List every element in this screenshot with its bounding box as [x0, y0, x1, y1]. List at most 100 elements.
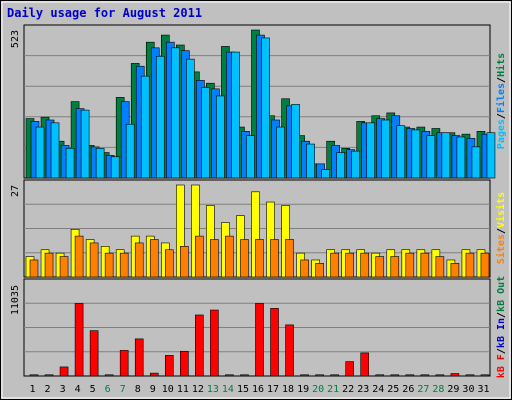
bar-kb-f [59, 366, 69, 377]
chart-title: Daily usage for August 2011 [7, 6, 202, 20]
bar-sites [240, 239, 249, 278]
bar-pages [411, 129, 421, 179]
legend-entry: kB In [496, 318, 507, 348]
bar-kb-f [315, 374, 324, 377]
x-tick-label: 13 [207, 384, 219, 395]
bar-pages [456, 136, 466, 179]
x-tick-label: 17 [267, 384, 279, 395]
legend-entry: / [496, 228, 507, 234]
bar-sites [225, 235, 234, 278]
bar-kb-f [164, 355, 174, 377]
x-tick-label: 6 [105, 384, 111, 395]
x-tick-label: 7 [120, 384, 126, 395]
bar-kb-f [270, 308, 279, 377]
bar-pages [110, 156, 120, 179]
bar-kb-f [390, 374, 400, 377]
bar-pages [396, 125, 406, 179]
x-axis-labels: 1 2 3 4 5 6 7 8 9 10 11 12 13 14 15 16 17 18 19 20 21 22 23 24 2… [30, 384, 490, 395]
bar-sites [119, 252, 129, 278]
x-tick-label: 21 [327, 384, 339, 395]
bar-pages [95, 147, 105, 179]
legend-entry: kB Out [496, 276, 507, 312]
x-tick-label: 29 [447, 384, 459, 395]
x-tick-label: 10 [162, 384, 174, 395]
bar-pages [125, 123, 135, 179]
bar-kb-f [29, 374, 39, 377]
bar-pages [216, 95, 225, 179]
bar-pages [381, 119, 391, 179]
x-tick-label: 1 [30, 384, 36, 395]
bar-kb-f [285, 324, 294, 377]
x-tick-label: 11 [177, 384, 189, 395]
legend-entry: Files [495, 83, 507, 113]
x-tick-label: 20 [312, 384, 324, 395]
bar-kb-f [420, 374, 430, 377]
x-tick-label: 22 [342, 384, 354, 395]
bar-sites [285, 239, 294, 278]
bar-sites [450, 263, 460, 278]
bar-kb-f [104, 374, 114, 377]
bar-pages [35, 126, 45, 179]
x-tick-label: 25 [387, 384, 399, 395]
x-tick-label: 15 [237, 384, 249, 395]
bar-pages [276, 126, 285, 179]
bar-pages [80, 109, 90, 179]
bar-kb-f [345, 361, 354, 377]
x-tick-label: 3 [60, 384, 66, 395]
bar-sites [420, 252, 430, 278]
bar-kb-f [360, 352, 370, 377]
bar-sites [480, 252, 490, 278]
bar-sites [300, 259, 309, 278]
bar-sites [405, 252, 415, 278]
bar-pages [336, 152, 345, 179]
bar-kb-f [225, 374, 234, 377]
bar-sites [149, 239, 159, 278]
bar-kb-f [375, 374, 385, 377]
x-tick-label: 18 [282, 384, 294, 395]
bar-pages [426, 135, 436, 179]
legend-entry: / [496, 113, 507, 119]
bar-sites [390, 256, 400, 278]
x-tick-label: 9 [150, 384, 156, 395]
legend-entry: Visits [495, 192, 507, 228]
right-legend-label: Pages/Files/Hits [495, 53, 507, 149]
x-tick-label: 4 [75, 384, 81, 395]
bar-sites [270, 239, 279, 278]
x-tick-label: 31 [477, 384, 489, 395]
bar-kb-f [210, 309, 219, 377]
bar-kb-f [149, 372, 159, 377]
y-max-tick-label: 27 [10, 185, 21, 197]
x-tick-label: 23 [357, 384, 369, 395]
bar-kb-f [255, 303, 264, 377]
bar-kb-f [180, 350, 189, 377]
bar-sites [134, 242, 144, 278]
bar-pages [65, 147, 75, 179]
bar-kb-f [134, 338, 144, 377]
bar-sites [360, 252, 370, 278]
bar-sites [195, 235, 204, 278]
bar-kb-f [300, 374, 309, 377]
bar-pages [471, 146, 481, 179]
bar-pages [306, 143, 315, 179]
bar-sites [164, 249, 174, 278]
panel-visits-sites: 27 Sites/Visits [10, 179, 507, 278]
bar-pages [186, 58, 195, 179]
x-tick-label: 16 [252, 384, 264, 395]
bar-kb-f [89, 330, 99, 377]
bar-sites [89, 242, 99, 278]
bar-pages [366, 122, 376, 179]
bar-kb-f [44, 374, 54, 377]
bar-pages [261, 37, 270, 179]
bar-pages [321, 169, 330, 179]
bar-sites [59, 256, 69, 278]
bar-sites [44, 252, 54, 278]
y-max-tick-label: 11035 [10, 285, 21, 315]
bar-kb-f [330, 374, 339, 377]
x-tick-label: 24 [372, 384, 384, 395]
bar-pages [231, 51, 240, 179]
bar-sites [330, 252, 339, 278]
x-tick-label: 8 [135, 384, 141, 395]
